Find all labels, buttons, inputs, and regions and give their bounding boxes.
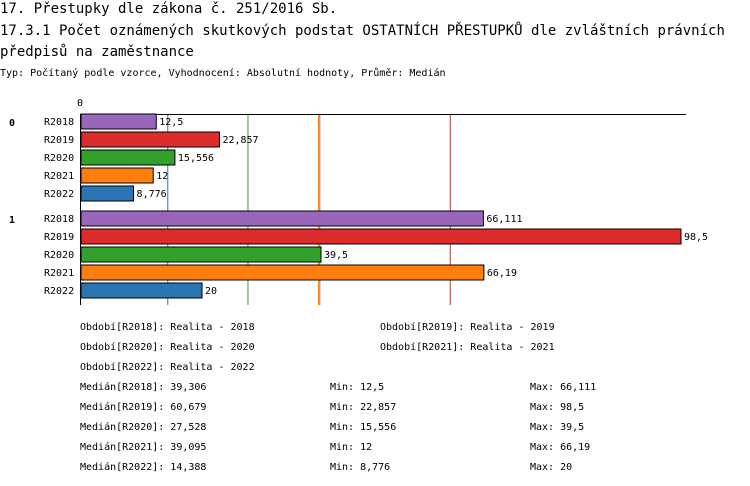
group-label-0: 0 (9, 118, 15, 129)
bar-0-r2019 (80, 131, 220, 148)
legend-period-r2018: Období[R2018]: Realita - 2018 (80, 322, 255, 333)
bar-1-r2018 (80, 210, 484, 227)
data-label: 12,5 (159, 117, 183, 128)
category-label: R2022 (44, 286, 74, 297)
stat-min-r2021: Min: 12 (330, 442, 373, 453)
stat-max-r2018: Max: 66,111 (530, 382, 597, 393)
bar-1-r2020 (80, 246, 322, 263)
data-label: 12 (156, 171, 168, 182)
legend-period-r2022: Období[R2022]: Realita - 2022 (80, 362, 255, 373)
bar-0-r2018 (80, 113, 157, 130)
bar-1-r2021 (80, 264, 485, 281)
category-label: R2020 (44, 153, 74, 164)
legend-period-r2021: Období[R2021]: Realita - 2021 (380, 342, 555, 353)
chart-type-info: Typ: Počítaný podle vzorce, Vyhodnocení:… (0, 68, 446, 79)
stat-median-r2020: Medián[R2020]: 27,528 (80, 422, 207, 433)
bar-0-r2020 (80, 149, 176, 166)
data-label: 15,556 (178, 153, 214, 164)
stat-max-r2020: Max: 39,5 (530, 422, 585, 433)
stat-min-r2022: Min: 8,776 (330, 462, 391, 473)
data-label: 98,5 (684, 232, 708, 243)
stat-median-r2019: Medián[R2019]: 60,679 (80, 402, 207, 413)
legend-period-r2020: Období[R2020]: Realita - 2020 (80, 342, 255, 353)
category-label: R2018 (44, 117, 74, 128)
legend-period-r2019: Období[R2019]: Realita - 2019 (380, 322, 555, 333)
stat-max-r2019: Max: 98,5 (530, 402, 585, 413)
category-label: R2019 (44, 232, 74, 243)
stat-min-r2020: Min: 15,556 (330, 422, 397, 433)
group-label-1: 1 (9, 215, 15, 226)
category-label: R2020 (44, 250, 74, 261)
category-label: R2018 (44, 214, 74, 225)
stat-max-r2022: Max: 20 (530, 462, 573, 473)
stat-max-r2021: Max: 66,19 (530, 442, 591, 453)
bar-0-r2021 (80, 167, 154, 184)
data-label: 66,19 (487, 268, 517, 279)
category-label: R2021 (44, 171, 74, 182)
stat-min-r2018: Min: 12,5 (330, 382, 385, 393)
stat-median-r2018: Medián[R2018]: 39,306 (80, 382, 207, 393)
bar-1-r2019 (80, 228, 682, 245)
stat-median-r2021: Medián[R2021]: 39,095 (80, 442, 207, 453)
data-label: 8,776 (137, 189, 167, 200)
data-label: 20 (205, 286, 217, 297)
stat-median-r2022: Medián[R2022]: 14,388 (80, 462, 207, 473)
data-label: 39,5 (324, 250, 348, 261)
chart-subtitle: 17.3.1 Počet oznámených skutkových podst… (0, 23, 725, 60)
x-axis-zero-label: 0 (77, 98, 83, 109)
bar-1-r2022 (80, 282, 203, 299)
data-label: 66,111 (486, 214, 522, 225)
stat-min-r2019: Min: 22,857 (330, 402, 397, 413)
category-label: R2021 (44, 268, 74, 279)
data-label: 22,857 (222, 135, 258, 146)
category-label: R2019 (44, 135, 74, 146)
category-label: R2022 (44, 189, 74, 200)
page-title: 17. Přestupky dle zákona č. 251/2016 Sb. (0, 1, 338, 17)
bar-0-r2022 (80, 185, 135, 202)
